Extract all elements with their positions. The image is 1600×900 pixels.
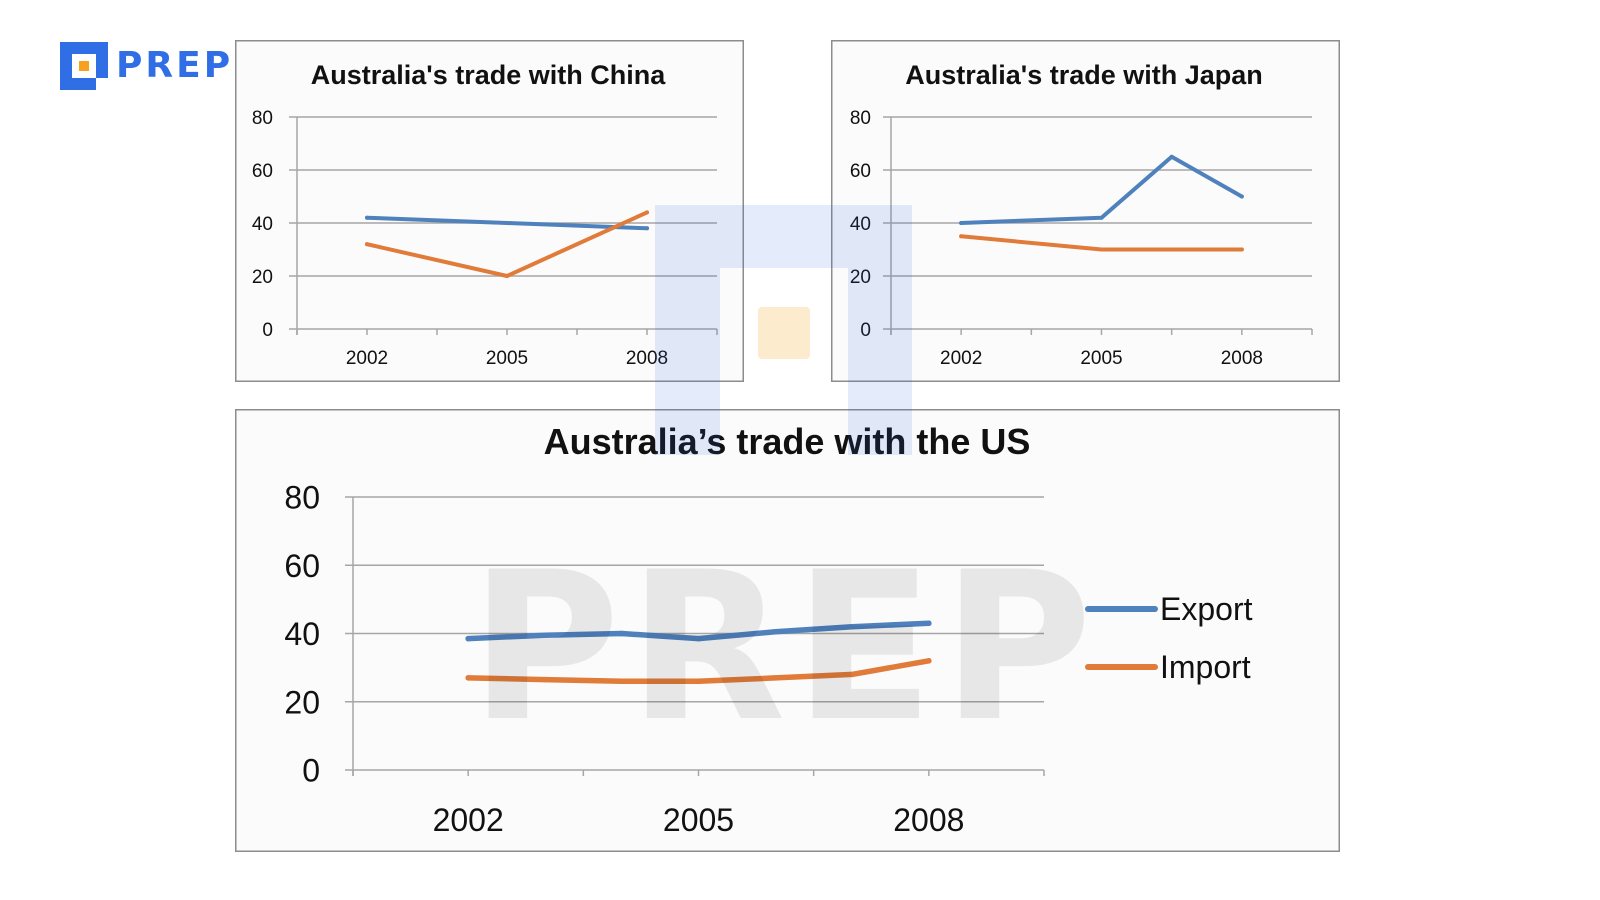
data-point-export	[849, 623, 855, 630]
data-point-export	[465, 635, 471, 642]
legend-label-export: Export	[1160, 591, 1253, 627]
data-point-import	[926, 658, 932, 664]
data-point-import	[1099, 247, 1104, 252]
data-point-export	[505, 221, 509, 225]
x-tick-label: 2008	[1221, 348, 1263, 369]
data-point-import	[542, 676, 548, 683]
x-tick-label: 2002	[346, 348, 388, 369]
data-point-import	[849, 671, 855, 678]
y-tick-label: 80	[850, 108, 871, 129]
x-tick-label: 2002	[940, 348, 982, 369]
y-tick-label: 80	[284, 480, 320, 516]
x-tick-label: 2008	[626, 348, 668, 369]
chart-title: Australia’s trade with the US	[544, 421, 1031, 462]
data-point-import	[645, 210, 649, 215]
data-point-export	[618, 630, 625, 637]
legend-label-import: Import	[1160, 649, 1251, 685]
x-tick-label: 2005	[486, 348, 528, 369]
y-tick-label: 20	[850, 267, 871, 288]
chart-japan: Australia's trade with Japan 0 20 40 60 80 200…	[831, 40, 1340, 382]
x-tick-label: 2002	[433, 802, 504, 838]
data-point-import	[365, 242, 369, 247]
chart-frame	[831, 40, 1340, 382]
chart-panel-china: Australia's trade with China 0 20 40 60 80 200…	[235, 40, 744, 382]
data-point-export	[1099, 215, 1104, 220]
data-point-export	[926, 620, 932, 627]
chart-panel-us: Australia’s trade with the US 0 20 40 60 80 20…	[235, 409, 1340, 852]
y-tick-label: 40	[850, 214, 871, 235]
y-tick-label: 0	[302, 753, 320, 789]
data-point-import	[1239, 247, 1244, 252]
chart-panel-japan: Australia's trade with Japan 0 20 40 60 80 200…	[831, 40, 1340, 382]
data-point-export	[772, 629, 779, 635]
data-point-import	[465, 675, 471, 681]
data-point-export	[959, 221, 964, 225]
x-tick-label: 2008	[893, 802, 964, 838]
data-point-import	[618, 678, 625, 685]
data-point-export	[1239, 194, 1244, 199]
y-tick-label: 20	[252, 267, 273, 288]
prep-logo-icon	[60, 42, 108, 90]
x-tick-label: 2005	[663, 802, 734, 838]
chart-china: Australia's trade with China 0 20 40 60 80 200…	[235, 40, 744, 382]
brand-logo-text: PREP	[116, 45, 234, 86]
y-tick-label: 0	[262, 320, 273, 341]
data-point-import	[959, 234, 964, 239]
data-point-import	[695, 678, 702, 685]
y-tick-label: 40	[252, 214, 273, 235]
y-tick-label: 40	[284, 616, 320, 652]
data-point-export	[695, 635, 702, 642]
x-tick-label: 2005	[1080, 348, 1122, 369]
y-tick-label: 60	[850, 161, 871, 182]
series-line-export	[959, 154, 1244, 225]
y-tick-label: 80	[252, 108, 273, 129]
data-point-import	[505, 274, 509, 278]
data-point-export	[645, 226, 649, 231]
y-tick-label: 60	[284, 548, 320, 584]
data-point-export	[365, 215, 369, 220]
chart-us: Australia’s trade with the US 0 20 40 60 80 20…	[235, 409, 1340, 852]
y-tick-label: 60	[252, 161, 273, 182]
y-tick-label: 0	[860, 320, 871, 341]
data-point-export	[1169, 154, 1174, 159]
chart-title: Australia's trade with China	[311, 60, 666, 90]
data-point-export	[542, 632, 548, 638]
brand-logo: PREP	[60, 42, 233, 90]
data-point-import	[772, 675, 779, 681]
y-tick-label: 20	[284, 684, 320, 720]
chart-title: Australia's trade with Japan	[905, 60, 1263, 90]
chart-frame	[235, 40, 744, 382]
